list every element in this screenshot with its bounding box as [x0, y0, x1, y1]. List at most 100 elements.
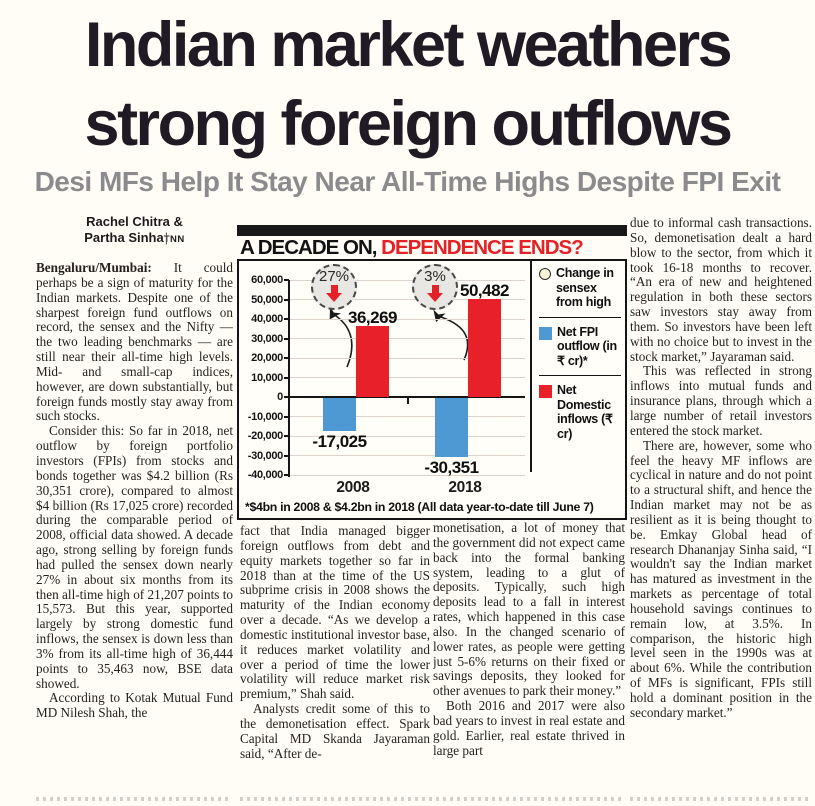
chart-title: A DECADE ON, DEPENDENCE ENDS?	[240, 236, 626, 259]
y-axis-tick	[284, 298, 289, 301]
article-paragraph: Consider this: So far in 2018, net outfl…	[36, 423, 233, 691]
y-gridline	[290, 377, 525, 378]
y-axis-tick	[284, 337, 289, 340]
chart-legend: Change in sensex from high Net FPI outflo…	[530, 261, 625, 472]
chart-block: A DECADE ON, DEPENDENCE ENDS? 60,000 50,0…	[237, 225, 627, 520]
legend-label: Net FPI outflow (in ₹ cr)*	[557, 324, 617, 368]
domestic-inflow-bar	[356, 326, 389, 397]
legend-label: Change in sensex from high	[556, 266, 614, 309]
legend-circle-icon	[539, 268, 551, 280]
legend-item: Net FPI outflow (in ₹ cr)*	[539, 325, 623, 369]
bar-value-label: 36,269	[348, 308, 398, 328]
bar-value-label: -30,351	[424, 458, 479, 478]
chart-top-rule	[237, 225, 627, 236]
y-gridline	[290, 299, 525, 300]
legend-square-icon	[539, 385, 552, 398]
y-axis-tick-label: -10,000	[247, 410, 284, 423]
y-axis-tick	[284, 454, 289, 457]
legend-divider	[539, 375, 621, 376]
byline-authors-line1: Rachel Chitra &	[86, 214, 183, 229]
article-paragraph: Analysts credit some of this to the demo…	[240, 701, 430, 761]
legend-item: Change in sensex from high	[539, 266, 623, 310]
y-gridline	[290, 455, 525, 456]
headline: Indian market weathers strong foreign ou…	[0, 6, 815, 164]
y-gridline	[290, 357, 525, 359]
red-down-arrow-icon	[326, 285, 342, 302]
headline-line1: Indian market weathers	[84, 10, 733, 80]
legend-square-icon	[539, 326, 552, 340]
y-axis-tick-label: 10,000	[251, 371, 283, 384]
y-axis-line	[288, 280, 290, 477]
red-down-arrow-icon	[427, 285, 443, 302]
article-paragraph: due to informal cash transactions. So, d…	[630, 216, 812, 364]
byline: Rachel Chitra & Partha Sinha | TNN	[36, 214, 233, 248]
article-column-2: fact that India managed bigger foreign o…	[240, 524, 430, 800]
cutoff-text-remnant	[630, 797, 812, 801]
y-axis-tick	[284, 279, 289, 281]
article-paragraph: Bengaluru/Mumbai: It could perhaps be a …	[36, 260, 233, 424]
y-axis-tick	[284, 376, 289, 379]
article-paragraph: According to Kotak Mutual Fund MD Nilesh…	[36, 690, 233, 721]
article-paragraph: Both 2016 and 2017 were also bad years t…	[433, 698, 625, 758]
article-column-1: Rachel Chitra & Partha Sinha | TNN Bengalu…	[36, 214, 233, 798]
article-column-4: due to informal cash transactions. So, d…	[630, 216, 812, 798]
y-axis-tick	[284, 396, 289, 398]
article-paragraph: There are, however, some who feel the he…	[630, 437, 812, 720]
article-paragraph: fact that India managed bigger foreign o…	[240, 524, 430, 702]
chart-title-red: DEPENDENCE ENDS?	[376, 236, 584, 259]
bar-value-label: 50,482	[460, 280, 510, 300]
fpi-outflow-bar	[323, 398, 356, 432]
y-axis-tick-label: 40,000	[251, 313, 283, 325]
y-gridline	[290, 435, 525, 437]
chart-plot-box: 60,000 50,000 40,000 30,000 20,000 10,000 0 -10…	[237, 259, 627, 520]
legend-divider	[539, 316, 621, 318]
x-axis-category-label: 2008	[336, 479, 370, 496]
y-gridline	[290, 416, 525, 417]
article-text-col3: monetisation, a lot of money that the go…	[433, 521, 625, 759]
y-axis-tick	[284, 415, 289, 418]
sensex-change-badge: 3%	[412, 264, 458, 310]
y-axis-tick-label: -40,000	[247, 469, 284, 481]
bar-value-label: -17,025	[312, 432, 367, 452]
headline-line2: strong foreign outflows	[84, 89, 733, 159]
article-text-col4: due to informal cash transactions. So, d…	[630, 216, 812, 721]
sensex-change-badge: 27%	[311, 264, 357, 310]
y-axis-tick-label: 50,000	[251, 293, 283, 306]
chart-footnote: *$4bn in 2008 & $4.2bn in 2018 (All data…	[245, 500, 594, 514]
x-axis-category-label: 2018	[448, 479, 482, 496]
sensex-change-value: 3%	[424, 268, 446, 285]
article-paragraph: This was reflected in strong inflows int…	[630, 363, 812, 438]
annotation-arrows	[329, 306, 469, 368]
y-axis-tick	[284, 318, 289, 320]
subheadline: Desi MFs Help It Stay Near All-Time High…	[34, 166, 781, 197]
article-text-col1: Bengaluru/Mumbai: It could perhaps be a …	[36, 260, 233, 721]
y-gridline	[290, 474, 525, 476]
y-gridline	[290, 318, 525, 320]
sensex-change-value: 27%	[318, 268, 350, 285]
dateline: Bengaluru/Mumbai:	[36, 260, 174, 275]
y-axis-tick	[284, 474, 289, 476]
cutoff-text-remnant	[36, 797, 232, 801]
article-column-3: monetisation, a lot of money that the go…	[433, 521, 625, 800]
y-axis-tick-label: 20,000	[251, 352, 283, 364]
fpi-outflow-bar	[435, 398, 468, 458]
arrow-2008	[329, 306, 353, 368]
legend-label: Net Domestic inflows (₹ cr)	[557, 383, 613, 441]
cutoff-text-remnant	[240, 797, 625, 801]
x-axis-group-tick	[406, 398, 409, 404]
arrow-2018	[433, 309, 469, 361]
byline-authors-line2: Partha Sinha | TNN	[84, 230, 185, 245]
y-axis-tick-label: 60,000	[251, 274, 283, 286]
legend-item: Net Domestic inflows (₹ cr)	[539, 383, 623, 441]
zero-baseline	[290, 396, 525, 398]
y-axis-tick	[284, 435, 289, 437]
y-axis-tick-label: -20,000	[247, 430, 284, 442]
y-gridline	[290, 338, 525, 339]
domestic-inflow-bar	[468, 298, 501, 397]
y-axis-tick-label: 0	[277, 391, 283, 403]
byline-agency: TNN	[163, 234, 185, 245]
byline-divider: |	[164, 230, 169, 245]
article-paragraph: monetisation, a lot of money that the go…	[433, 521, 625, 699]
y-axis-tick-label: 30,000	[251, 332, 283, 345]
article-text-col2: fact that India managed bigger foreign o…	[240, 524, 430, 762]
